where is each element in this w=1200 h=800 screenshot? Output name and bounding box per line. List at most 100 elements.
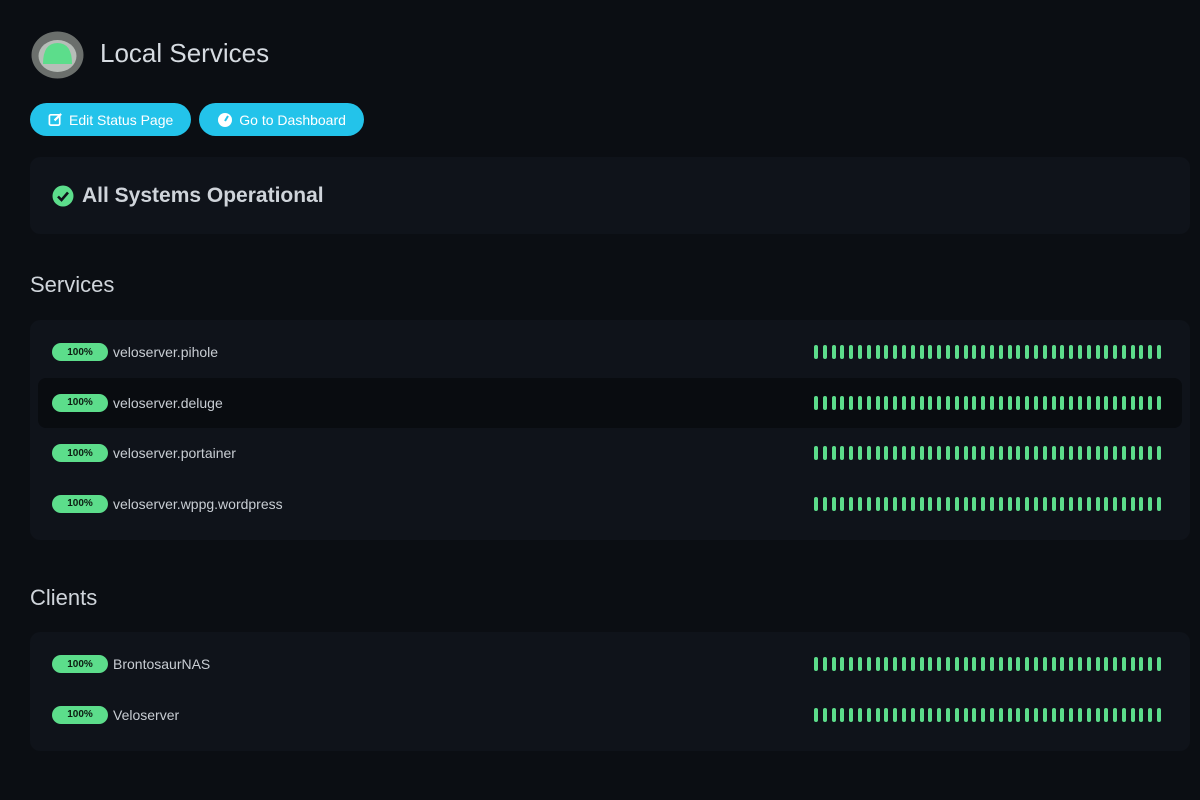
heartbeat (981, 657, 986, 671)
heartbeat (1069, 345, 1074, 359)
overall-status: All Systems Operational (82, 183, 324, 207)
heartbeat (1121, 707, 1126, 722)
heartbeat (875, 345, 880, 359)
heartbeat (1086, 707, 1091, 722)
heartbeat (1095, 657, 1100, 671)
heartbeat (963, 496, 968, 511)
heartbeat-bar (814, 395, 1162, 410)
heartbeat (849, 496, 854, 511)
heartbeat (972, 395, 977, 410)
heartbeat (1069, 657, 1074, 671)
heartbeat (919, 496, 924, 511)
heartbeat (910, 657, 915, 671)
heartbeat (1051, 707, 1056, 722)
heartbeat (1113, 345, 1118, 359)
heartbeat (910, 345, 915, 359)
heartbeat (1113, 657, 1118, 671)
heartbeat (954, 446, 959, 460)
heartbeat (1113, 395, 1118, 410)
heartbeat (901, 707, 906, 722)
heartbeat (1121, 345, 1126, 359)
heartbeat (1121, 496, 1126, 511)
heartbeat (937, 345, 942, 359)
heartbeat (1086, 395, 1091, 410)
heartbeat (1139, 345, 1144, 359)
monitor-row[interactable]: 100% veloserver.wppg.wordpress (38, 479, 1182, 529)
heartbeat (814, 657, 818, 671)
heartbeat (831, 446, 836, 460)
monitor-row[interactable]: 100% veloserver.portainer (38, 428, 1182, 478)
heartbeat (822, 707, 827, 722)
heartbeat (1069, 446, 1074, 460)
heartbeat (1157, 707, 1162, 722)
heartbeat (1051, 446, 1056, 460)
heartbeat (1130, 395, 1135, 410)
monitor-row[interactable]: 100% veloserver.pihole (38, 327, 1182, 377)
heartbeat (1042, 657, 1047, 671)
heartbeat (840, 345, 845, 359)
heartbeat (972, 496, 977, 511)
heartbeat (1007, 657, 1012, 671)
heartbeat (1033, 446, 1038, 460)
monitor-row[interactable]: 100% veloserver.deluge (38, 377, 1182, 428)
heartbeat (884, 345, 889, 359)
heartbeat (963, 345, 968, 359)
heartbeat (875, 446, 880, 460)
heartbeat (814, 707, 818, 722)
heartbeat (1033, 707, 1038, 722)
monitor-row[interactable]: 100% BrontosaurNAS (38, 639, 1182, 689)
heartbeat (972, 345, 977, 359)
heartbeat (1007, 395, 1012, 410)
heartbeat (893, 446, 898, 460)
heartbeat (1025, 446, 1030, 460)
heartbeat (1077, 657, 1082, 671)
heartbeat (884, 657, 889, 671)
heartbeat (972, 707, 977, 722)
heartbeat (884, 446, 889, 460)
heartbeat (831, 395, 836, 410)
heartbeat (1051, 395, 1056, 410)
heartbeat (1113, 446, 1118, 460)
dashboard-button[interactable]: Go to Dashboard (199, 103, 364, 136)
heartbeat (875, 707, 880, 722)
heartbeat (1104, 657, 1109, 671)
heartbeat (1069, 707, 1074, 722)
heartbeat (814, 395, 818, 410)
heartbeat (998, 345, 1003, 359)
heartbeat (1086, 446, 1091, 460)
heartbeat (1130, 657, 1135, 671)
group-title: Clients (30, 585, 98, 610)
heartbeat (937, 496, 942, 511)
heartbeat (1148, 446, 1153, 460)
monitor-row[interactable]: 100% Veloserver (38, 690, 1182, 740)
edit-icon (48, 113, 62, 126)
heartbeat (1051, 496, 1056, 511)
uptime-badge: 100% (52, 494, 108, 513)
heartbeat (954, 345, 959, 359)
heartbeat (919, 395, 924, 410)
heartbeat (919, 446, 924, 460)
heartbeat (1104, 496, 1109, 511)
heartbeat (1007, 707, 1012, 722)
heartbeat (1077, 395, 1082, 410)
monitor-name: veloserver.pihole (113, 344, 219, 360)
heartbeat (1121, 395, 1126, 410)
heartbeat (840, 707, 845, 722)
uptime-badge: 100% (52, 444, 108, 462)
heartbeat (831, 345, 836, 359)
heartbeat (937, 446, 942, 460)
heartbeat (822, 446, 827, 460)
monitor-name: veloserver.portainer (113, 445, 236, 461)
heartbeat (1060, 446, 1065, 460)
heartbeat (1113, 496, 1118, 511)
heartbeat (989, 496, 994, 511)
heartbeat (1042, 446, 1047, 460)
heartbeat (1016, 446, 1021, 460)
heartbeat (910, 496, 915, 511)
edit-button[interactable]: Edit Status Page (30, 103, 192, 136)
logo (31, 31, 84, 79)
heartbeat (1051, 657, 1056, 671)
heartbeat (849, 345, 854, 359)
heartbeat (1042, 496, 1047, 511)
heartbeat (1148, 345, 1153, 359)
